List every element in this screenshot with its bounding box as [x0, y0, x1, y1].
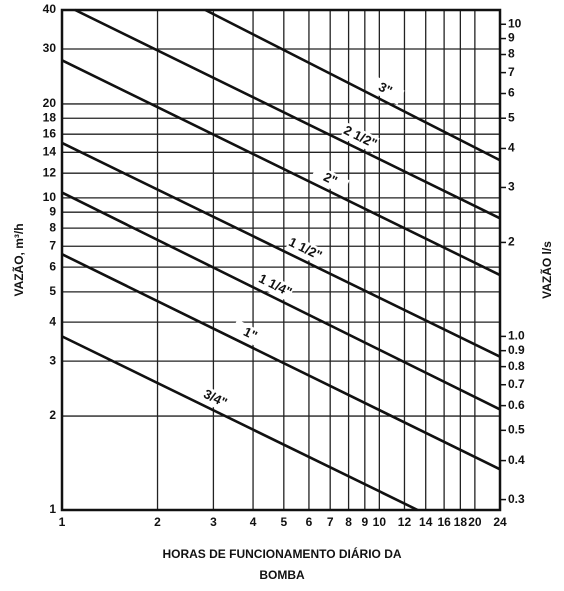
y2-tick-label: 3	[508, 180, 515, 194]
series-label-bg	[230, 319, 270, 350]
series-line	[61, 253, 501, 471]
y-tick-label: 16	[43, 126, 57, 140]
y-tick-label: 40	[43, 2, 57, 16]
series-label: 1"	[241, 324, 260, 343]
y-tick-label: 2	[49, 408, 56, 422]
y-tick-label: 18	[43, 110, 57, 124]
y-tick-label: 9	[49, 204, 56, 218]
y2-tick-label: 0.4	[508, 453, 525, 467]
x-tick-label: 6	[306, 515, 313, 529]
y2-tick-label: 8	[508, 47, 515, 61]
y-tick-label: 7	[49, 238, 56, 252]
x-tick-label: 2	[154, 515, 161, 529]
y-tick-label: 4	[49, 314, 56, 328]
y2-tick-label: 0.8	[508, 359, 525, 373]
series-line	[204, 8, 501, 162]
series-line	[61, 141, 501, 358]
series-line	[74, 8, 501, 220]
series-label: 1 1/4"	[256, 271, 294, 300]
x-tick-label: 8	[345, 515, 352, 529]
y2-tick-label: 0.5	[508, 423, 525, 437]
plot-frame	[60, 8, 502, 512]
series-line	[61, 191, 501, 411]
series-label: 2"	[321, 169, 340, 188]
y2-tick-label: 7	[508, 65, 515, 79]
y2-tick-label: 6	[508, 86, 515, 100]
y-tick-label: 5	[49, 284, 56, 298]
x-tick-label: 14	[419, 515, 433, 529]
x-tick-label: 1	[59, 515, 66, 529]
y-tick-label: 8	[49, 220, 56, 234]
y-tick-label: 14	[43, 144, 57, 158]
y2-tick-label: 9	[508, 31, 515, 45]
y2-tick-label: 1.0	[508, 329, 525, 343]
x-tick-label: 18	[454, 515, 468, 529]
series-label-bg	[255, 270, 295, 302]
y2-tick-label: 0.3	[508, 492, 525, 506]
x-tick-label: 5	[280, 515, 287, 529]
x-tick-label: 16	[437, 515, 451, 529]
x-tick-label: 10	[373, 515, 387, 529]
y-tick-label: 3	[49, 353, 56, 367]
x-tick-label: 24	[493, 515, 507, 529]
x-tick-label: 9	[361, 515, 368, 529]
series-label-bg	[365, 74, 405, 105]
y2-tick-label: 0.9	[508, 343, 525, 357]
series-label: 3"	[376, 79, 395, 98]
y2-tick-label: 10	[508, 16, 522, 30]
y-tick-label: 20	[43, 96, 57, 110]
y-axis-title: VAZÃO, m³/h	[11, 223, 26, 296]
series-line	[61, 335, 419, 512]
y-tick-label: 30	[43, 41, 57, 55]
y2-axis-title: VAZÃO l/s	[539, 241, 554, 299]
x-tick-label: 12	[398, 515, 412, 529]
x-axis-title: BOMBA	[259, 568, 305, 582]
x-tick-label: 4	[250, 515, 257, 529]
series-label-bg	[340, 122, 380, 153]
y2-tick-label: 4	[508, 141, 515, 155]
y-tick-label: 6	[49, 259, 56, 273]
series-label: 2 1/2"	[341, 122, 379, 151]
x-tick-label: 3	[210, 515, 217, 529]
series-label: 1 1/2"	[286, 234, 324, 263]
y2-tick-label: 2	[508, 235, 515, 249]
series-line	[61, 59, 501, 277]
y2-tick-label: 5	[508, 110, 515, 124]
x-tick-label: 7	[327, 515, 334, 529]
x-axis-title: HORAS DE FUNCIONAMENTO DIÁRIO DA	[162, 546, 401, 561]
series-label-bg	[310, 164, 350, 195]
y2-tick-label: 0.6	[508, 398, 525, 412]
y2-tick-label: 0.7	[508, 377, 525, 391]
y-tick-label: 10	[43, 190, 57, 204]
series-label-bg	[285, 234, 325, 265]
y-tick-label: 1	[49, 502, 56, 516]
y-tick-label: 12	[43, 165, 57, 179]
x-tick-label: 20	[468, 515, 482, 529]
series-label-bg	[195, 383, 235, 415]
